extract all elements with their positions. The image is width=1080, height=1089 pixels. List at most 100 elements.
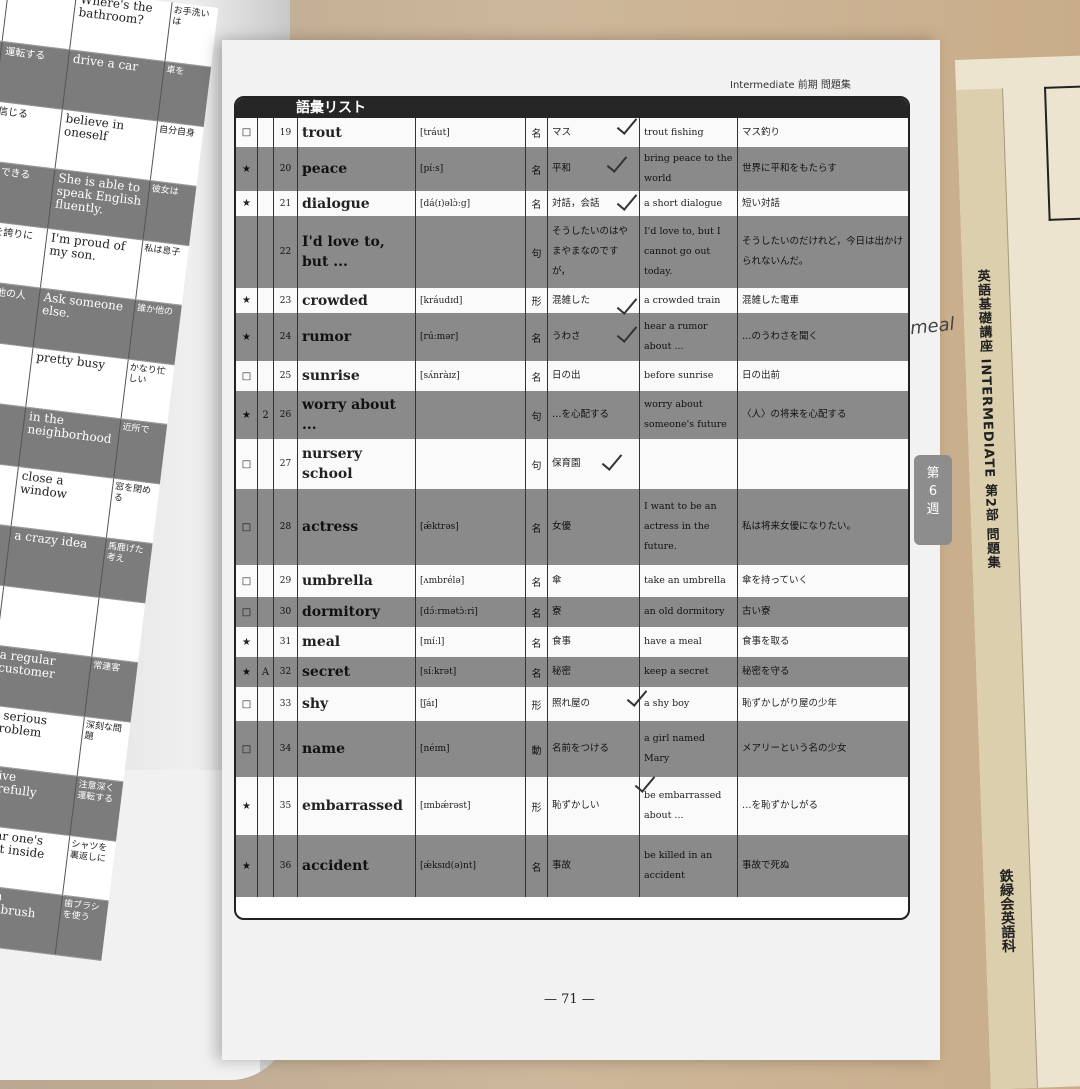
meaning-cell: 傘 xyxy=(548,565,640,597)
word-cell: name xyxy=(298,721,416,777)
pronunciation-cell: [ɪmbǽrəst] xyxy=(416,777,526,835)
vocab-row: □ 25 sunrise [sʌ́nràɪz] 名日の出 before sunrise 日の… xyxy=(236,361,908,391)
number-cell: 33 xyxy=(274,687,298,721)
word-cell: worry about ... xyxy=(298,391,416,439)
translation-cell: 事故で死ぬ xyxy=(742,860,790,871)
section-title: 語彙リスト xyxy=(236,98,908,118)
level-cell xyxy=(258,565,274,597)
vocab-row: □ 19 trout [tráut] 名マス trout fishing マス釣り xyxy=(236,118,908,147)
pronunciation-cell: [ǽksɪd(ə)nt] xyxy=(416,835,526,897)
example-cell: hear a rumor about ... xyxy=(640,313,738,361)
vocab-list-box: 語彙リスト □ 19 trout [tráut] 名マス trout fishing マス釣… xyxy=(234,96,910,920)
level-cell: A xyxy=(258,657,274,687)
translation-cell xyxy=(92,598,145,662)
word-cell: meal xyxy=(298,627,416,657)
example-cell: She is able to speak English fluently. xyxy=(48,169,151,240)
part-of-speech-cell: 名 xyxy=(526,118,548,147)
part-of-speech-cell: 形 xyxy=(526,687,548,721)
pronunciation-cell: [ǽktrəs] xyxy=(416,489,526,565)
level-cell xyxy=(258,147,274,191)
mark-cell: ★ xyxy=(236,391,258,439)
vocab-row: □ 33 shy [ʃáɪ] 形照れ屋の a shy boy 恥ずかしがり屋の少年 xyxy=(236,687,908,721)
meaning-cell: …を誇りに思う xyxy=(0,220,49,288)
meaning-cell: お手洗い xyxy=(2,0,78,50)
book-spine: 英語基礎講座 INTERMEDIATE 第2部 問題集 鉄緑会英語科 xyxy=(956,88,1038,1089)
mark-cell: □ xyxy=(236,721,258,777)
number-cell: 34 xyxy=(274,721,298,777)
page-number: — 71 — xyxy=(544,992,595,1007)
number-cell: 30 xyxy=(274,597,298,627)
vocab-row: ★ 36 accident [ǽksɪd(ə)nt] 名事故 be killed in a… xyxy=(236,835,908,897)
translation-cell: 注意深く運転する xyxy=(76,779,115,806)
example-cell: a girl named Mary xyxy=(640,721,738,777)
week-tab-char: 第 xyxy=(926,466,940,481)
translation-cell: 秘密を守る xyxy=(742,666,790,677)
level-cell: 2 xyxy=(258,391,274,439)
part-of-speech-cell: 動 xyxy=(526,721,548,777)
vocab-row: ★ 20 peace [píːs] 名平和 bring peace to the worl… xyxy=(236,147,908,191)
example-cell: drive carefully xyxy=(0,764,78,836)
pronunciation-cell: [tráut] xyxy=(416,118,526,147)
handwritten-note: meal xyxy=(909,313,956,340)
translation-cell: そうしたいのだけれど，今日は出かけられないんだ。 xyxy=(742,236,904,267)
translation-cell: 古い寮 xyxy=(742,606,771,617)
part-of-speech-cell: 名 xyxy=(526,191,548,216)
level-cell xyxy=(258,597,274,627)
vocab-row: □ 27 nursery school 句保育園 xyxy=(236,439,908,489)
part-of-speech-cell: 句 xyxy=(526,216,548,288)
part-of-speech-cell: 句 xyxy=(526,391,548,439)
meaning-cell: 食事 xyxy=(548,627,640,657)
meaning-cell: 保育園 xyxy=(548,439,640,489)
vocab-row: 22 I'd love to, but ... 句そうしたいのはやまやまなのですが，… xyxy=(236,216,908,288)
week-tab[interactable]: 第 6 週 xyxy=(914,455,952,545)
meaning-cell: そうしたいのはやまやまなのですが， xyxy=(548,216,640,288)
pronunciation-cell: [sʌ́nràɪz] xyxy=(416,361,526,391)
example-cell: I'm proud of my son. xyxy=(40,228,144,300)
word-cell: embarrassed xyxy=(298,777,416,835)
translation-cell: 窓を閉める xyxy=(113,482,152,505)
number-cell: 25 xyxy=(274,361,298,391)
word-cell: umbrella xyxy=(298,565,416,597)
pronunciation-cell: [síːkrət] xyxy=(416,657,526,687)
level-cell xyxy=(258,361,274,391)
vocab-row: □ 29 umbrella [ʌmbrélə] 名傘 take an umbrella 傘を… xyxy=(236,565,908,597)
translation-cell: 誰か他の xyxy=(136,303,174,318)
example-cell: trout fishing xyxy=(640,118,738,147)
pronunciation-cell: [ʃáɪ] xyxy=(416,687,526,721)
meaning-cell: 混雑した xyxy=(548,288,640,313)
meaning-cell: …できる xyxy=(0,161,56,228)
pronunciation-cell: [ʌmbrélə] xyxy=(416,565,526,597)
word-cell: secret xyxy=(298,657,416,687)
part-of-speech-cell: 名 xyxy=(526,489,548,565)
pronunciation-cell: [rúːmər] xyxy=(416,313,526,361)
part-of-speech-cell: 名 xyxy=(526,565,548,597)
number-cell: 28 xyxy=(274,489,298,565)
level-cell xyxy=(258,721,274,777)
meaning-cell: 対話，会話 xyxy=(548,191,640,216)
example-cell xyxy=(640,439,738,489)
translation-cell: マス釣り xyxy=(742,126,781,138)
translation-cell: 馬鹿げた考え xyxy=(105,541,145,565)
level-cell xyxy=(258,627,274,657)
example-cell: pretty busy xyxy=(26,348,129,419)
level-cell xyxy=(258,288,274,313)
number-cell: 22 xyxy=(274,216,298,288)
part-of-speech-cell: 名 xyxy=(526,835,548,897)
translation-cell: お手洗いは xyxy=(171,5,210,28)
mark-cell: □ xyxy=(236,687,258,721)
meaning-cell: 事故 xyxy=(548,835,640,897)
vocab-row: ★ 24 rumor [rúːmər] 名うわさ hear a rumor about .… xyxy=(236,313,908,361)
number-cell: 24 xyxy=(274,313,298,361)
meaning-cell: 名前をつける xyxy=(548,721,640,777)
example-cell: Ask someone else. xyxy=(33,288,137,359)
meaning-cell: 照れ屋の xyxy=(548,687,640,721)
level-cell xyxy=(258,489,274,565)
part-of-speech-cell: 名 xyxy=(526,313,548,361)
mark-cell: □ xyxy=(236,361,258,391)
example-cell xyxy=(0,586,100,657)
vocab-row: □ 34 name [néɪm] 動名前をつける a girl named Mary メアリ… xyxy=(236,721,908,777)
mark-cell: □ xyxy=(236,565,258,597)
number-cell: 35 xyxy=(274,777,298,835)
example-cell: believe in oneself xyxy=(55,109,159,181)
number-cell: 36 xyxy=(274,835,298,897)
